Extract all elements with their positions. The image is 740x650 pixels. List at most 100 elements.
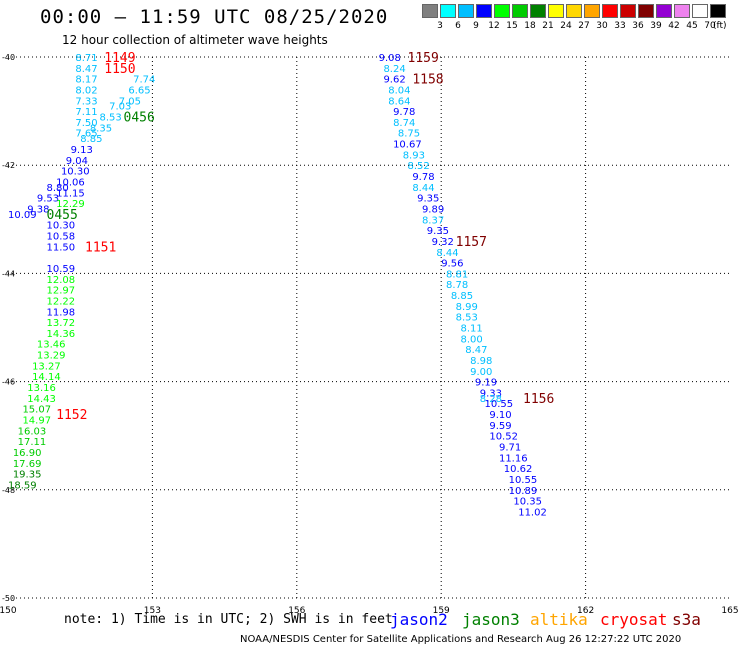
wave-height-label: 8.71 bbox=[75, 53, 97, 64]
wave-height-label: 17.11 bbox=[18, 437, 47, 448]
satellite-legend-item: s3a bbox=[672, 610, 701, 629]
x-tick-label: 162 bbox=[577, 606, 594, 616]
pass-time-label: 1157 bbox=[456, 235, 487, 250]
wave-height-label: 9.71 bbox=[499, 443, 521, 454]
scale-swatch bbox=[476, 4, 492, 18]
scale-label: 24 bbox=[560, 21, 572, 31]
pass-time-label: 1152 bbox=[56, 408, 87, 423]
wave-height-label: 17.69 bbox=[13, 459, 42, 470]
wave-height-label: 9.10 bbox=[489, 410, 511, 421]
pass-time-label: 1151 bbox=[85, 240, 116, 255]
wave-height-label: 13.16 bbox=[27, 383, 56, 394]
scale-label: 39 bbox=[650, 21, 662, 31]
scale-swatch bbox=[656, 4, 672, 18]
satellite-legend-item: jason3 bbox=[462, 610, 520, 629]
wave-height-label: 8.85 bbox=[451, 291, 473, 302]
wave-height-label: 9.59 bbox=[489, 421, 511, 432]
y-tick-label: -44 bbox=[2, 269, 15, 278]
wave-height-label: 9.35 bbox=[427, 226, 449, 237]
wave-height-label: 8.75 bbox=[398, 129, 420, 140]
wave-height-label: 11.16 bbox=[499, 453, 528, 464]
x-tick-label: 159 bbox=[433, 606, 450, 616]
scale-swatch bbox=[566, 4, 582, 18]
wave-height-label: 10.06 bbox=[56, 177, 85, 188]
scale-swatch bbox=[692, 4, 708, 18]
wave-height-label: 10.52 bbox=[489, 432, 518, 443]
scale-swatch bbox=[512, 4, 528, 18]
wave-height-label: 10.89 bbox=[509, 486, 538, 497]
wave-height-label: 7.50 bbox=[75, 118, 97, 129]
page-subtitle: 12 hour collection of altimeter wave hei… bbox=[62, 33, 328, 47]
footer-credit: NOAA/NESDIS Center for Satellite Applica… bbox=[240, 634, 682, 645]
y-tick-label: -48 bbox=[2, 486, 15, 495]
scale-swatch bbox=[674, 4, 690, 18]
wave-height-label: 10.30 bbox=[47, 221, 76, 232]
scale-swatch bbox=[548, 4, 564, 18]
wave-height-label: 8.44 bbox=[412, 183, 434, 194]
wave-height-label: 10.55 bbox=[509, 475, 538, 486]
scale-swatch bbox=[638, 4, 654, 18]
scale-unit-label: (ft) bbox=[713, 21, 727, 31]
pass-time-label: 1149 bbox=[104, 51, 135, 66]
wave-height-label: 8.02 bbox=[75, 85, 97, 96]
wave-height-label: 8.04 bbox=[388, 85, 410, 96]
wave-height-label: 14.36 bbox=[47, 329, 76, 340]
wave-height-label: 8.47 bbox=[75, 64, 97, 75]
footer-note: note: 1) Time is in UTC; 2) SWH is in fe… bbox=[64, 612, 393, 627]
scale-label: 21 bbox=[542, 21, 554, 31]
scale-label: 6 bbox=[455, 21, 461, 31]
wave-height-label: 8.85 bbox=[80, 134, 102, 145]
scale-swatch bbox=[530, 4, 546, 18]
wave-height-label: 16.90 bbox=[13, 448, 42, 459]
wave-height-label: 8.64 bbox=[388, 96, 410, 107]
wave-height-label: 9.78 bbox=[412, 172, 434, 183]
scale-swatch bbox=[620, 4, 636, 18]
wave-height-label: 13.27 bbox=[32, 361, 61, 372]
wave-height-label: 19.35 bbox=[13, 470, 42, 481]
scale-swatch bbox=[458, 4, 474, 18]
page-title: 00:00 – 11:59 UTC 08/25/2020 bbox=[40, 6, 389, 28]
wave-height-label: 11.02 bbox=[518, 507, 547, 518]
pass-time-label: 1156 bbox=[523, 392, 554, 407]
scale-label: 3 bbox=[437, 21, 443, 31]
wave-height-label: 9.62 bbox=[383, 75, 405, 86]
scale-label: 9 bbox=[473, 21, 479, 31]
wave-height-label: 9.56 bbox=[441, 259, 463, 270]
pass-time-label: 0455 bbox=[47, 208, 78, 223]
wave-height-label: 9.32 bbox=[432, 237, 454, 248]
wave-height-label: 13.29 bbox=[37, 351, 66, 362]
wave-height-label: 8.99 bbox=[456, 302, 478, 313]
wave-height-label: 12.22 bbox=[47, 296, 76, 307]
wave-height-label: 14.97 bbox=[22, 415, 51, 426]
wave-height-label: 18.59 bbox=[8, 480, 37, 491]
wave-height-label: 9.38 bbox=[27, 204, 49, 215]
axis-ticks: 150 153 156 159 162 165 -40 -42 -44 -46 -48 -50 bbox=[0, 53, 739, 616]
wave-height-label: 8.52 bbox=[408, 161, 430, 172]
wave-height-label: 11.15 bbox=[56, 188, 85, 199]
wave-height-label: 8.53 bbox=[99, 113, 121, 124]
pass-time-label: 1159 bbox=[408, 51, 439, 66]
wave-height-label: 8.81 bbox=[446, 269, 468, 280]
wave-height-label: 8.44 bbox=[436, 248, 458, 259]
chart-grid bbox=[8, 56, 730, 599]
scale-label: 27 bbox=[578, 21, 590, 31]
scale-swatch bbox=[440, 4, 456, 18]
x-tick-label: 156 bbox=[288, 606, 305, 616]
wave-height-label: 12.97 bbox=[47, 286, 76, 297]
wave-height-label: 8.53 bbox=[456, 313, 478, 324]
scale-label: 12 bbox=[488, 21, 500, 31]
scale-label: 45 bbox=[686, 21, 698, 31]
satellite-legend-item: cryosat bbox=[600, 610, 668, 629]
wave-height-label: 9.53 bbox=[37, 194, 59, 205]
y-tick-label: -42 bbox=[2, 161, 15, 170]
scale-label: 18 bbox=[524, 21, 536, 31]
wave-height-label: 8.11 bbox=[460, 324, 482, 335]
scale-label: 15 bbox=[506, 21, 518, 31]
wave-height-label: 13.46 bbox=[37, 340, 66, 351]
wave-height-label: 14.14 bbox=[32, 372, 61, 383]
satellite-legend-item: jason2 bbox=[390, 610, 448, 629]
wave-height-label: 8.24 bbox=[383, 64, 405, 75]
scale-swatch bbox=[710, 4, 726, 18]
wave-height-label: 10.62 bbox=[504, 464, 533, 475]
